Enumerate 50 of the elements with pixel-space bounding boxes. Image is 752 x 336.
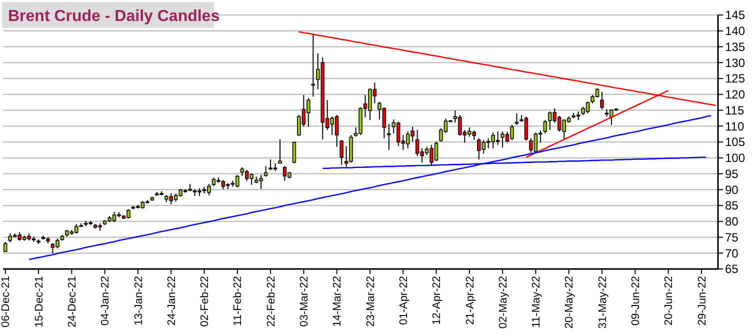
y-tick-label: 90 (725, 182, 739, 197)
x-tick-label: 20-Jun-22 (663, 276, 676, 326)
y-tick-label: 100 (725, 151, 746, 166)
x-tick-label: 11-May-22 (530, 276, 543, 328)
x-tick-label: 20-May-22 (564, 276, 576, 329)
x-tick-label: 13-Jan-22 (132, 276, 145, 326)
candlestick (278, 138, 282, 164)
candlestick (600, 91, 604, 110)
x-tick-label: 24-Dec-21 (66, 276, 79, 328)
y-tick-label: 135 (725, 40, 746, 54)
line-series (322, 156, 707, 170)
x-tick-label: 23-Mar-22 (364, 276, 377, 327)
x-tick-label: 04-Jan-22 (100, 276, 112, 326)
y-tick-label: 80 (725, 214, 739, 229)
y-tick-label: 145 (725, 8, 746, 22)
x-tick-label: 15-Dec-21 (33, 276, 46, 328)
candlestick (4, 242, 8, 252)
x-tick-label: 22-Feb-22 (265, 276, 278, 327)
candlestick (264, 166, 268, 178)
x-tick-label: 06-Dec-21 (0, 276, 12, 328)
candlestick (340, 140, 344, 166)
x-tick-label: 02-Feb-22 (199, 276, 212, 327)
x-tick-label: 03-Mar-22 (298, 276, 311, 327)
y-tick-label: 65 (725, 262, 739, 276)
y-tick-label: 130 (725, 56, 746, 70)
x-tick-label: 31-May-22 (596, 276, 609, 329)
x-tick-label: 24-Jan-22 (166, 276, 178, 326)
x-tick-label: 14-Mar-22 (332, 276, 344, 327)
line-series (28, 115, 712, 260)
y-tick-label: 120 (725, 88, 746, 102)
y-tick-label: 140 (725, 24, 746, 38)
y-tick-label: 85 (725, 198, 739, 213)
y-tick-label: 75 (725, 230, 739, 244)
y-tick-label: 70 (725, 246, 739, 260)
candlestick (387, 123, 391, 150)
candlestick (292, 141, 296, 164)
x-tick-label: 12-Apr-22 (431, 276, 444, 325)
y-tick-label: 110 (725, 119, 744, 134)
candlestick (543, 120, 548, 134)
x-tick-label: 02-May-22 (497, 276, 510, 329)
x-tick-label: 01-Apr-22 (398, 276, 410, 325)
chart-title: Brent Crude - Daily Candles (8, 8, 220, 25)
y-tick-label: 115 (725, 103, 744, 118)
y-tick-label: 95 (725, 166, 739, 181)
x-tick-label: 11-Feb-22 (232, 276, 244, 326)
x-tick-label: 09-Jun-22 (630, 276, 642, 326)
y-tick-label: 105 (725, 135, 746, 150)
y-tick-label: 125 (725, 72, 746, 86)
x-tick-label: 29-Jun-22 (696, 276, 708, 326)
x-tick-label: 21-Apr-22 (464, 276, 476, 325)
